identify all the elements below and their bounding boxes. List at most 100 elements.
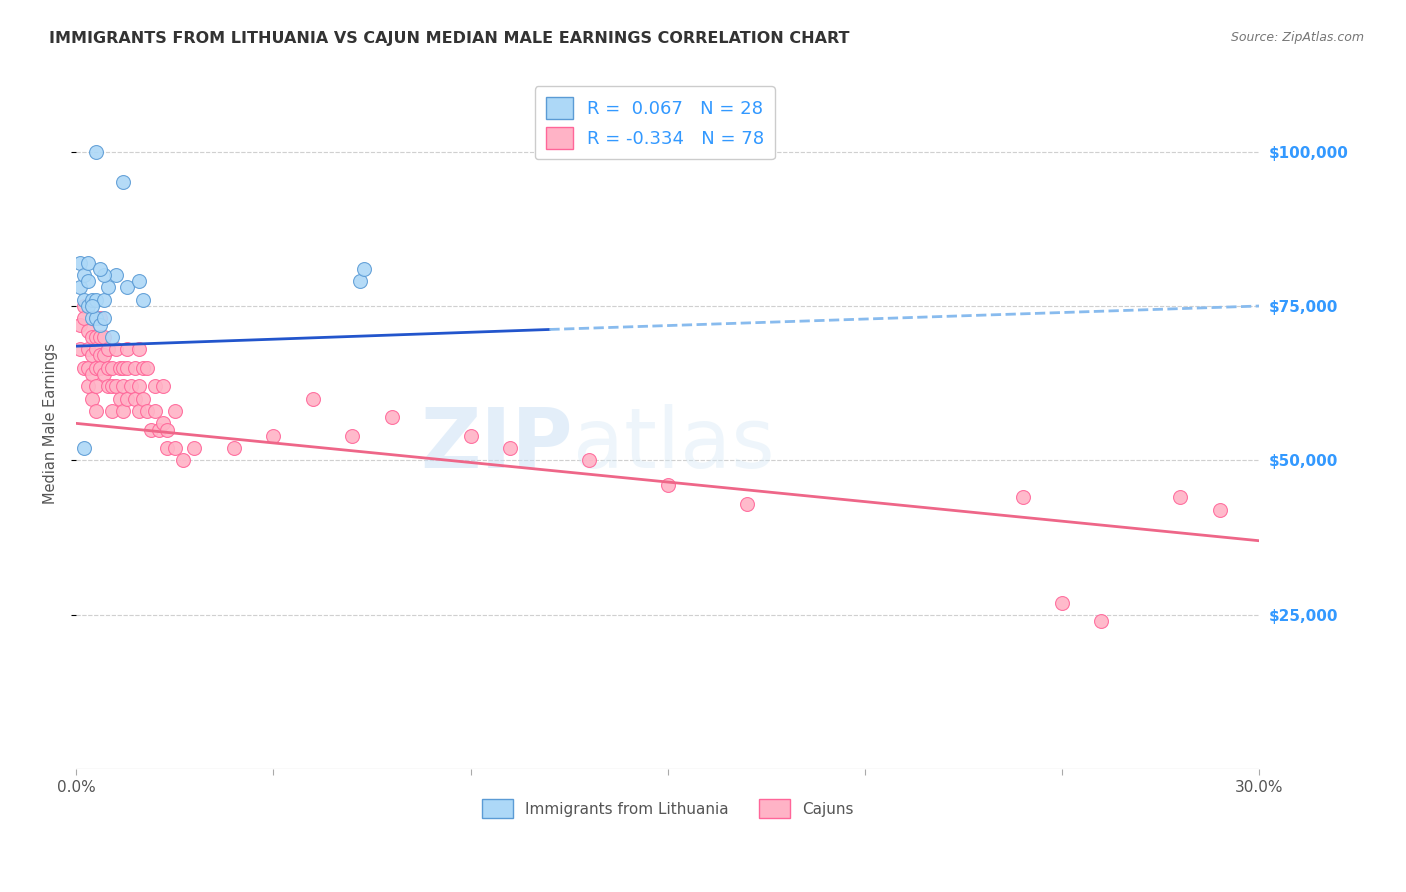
Point (100, 360, 122, 375)
Point (80, 367, 103, 381)
Point (222, 441, 245, 455)
Text: atlas: atlas (574, 403, 775, 484)
Point (93, 348, 115, 362)
Point (112, 404, 135, 418)
Point (80, 311, 103, 326)
Point (156, 441, 179, 455)
Point (73, 311, 96, 326)
Point (112, 360, 135, 375)
Point (128, 343, 150, 357)
Point (77, 274, 100, 288)
Point (100, 330, 122, 344)
Point (97, 280, 120, 294)
Y-axis label: Median Male Earnings: Median Male Earnings (44, 343, 58, 504)
Point (124, 360, 146, 375)
Point (342, 428, 364, 442)
Point (152, 379, 174, 393)
Point (89, 330, 111, 344)
Point (84, 145, 107, 159)
Point (93, 293, 115, 307)
Point (93, 311, 115, 326)
Point (73, 293, 96, 307)
Legend: Immigrants from Lithuania, Cajuns: Immigrants from Lithuania, Cajuns (477, 793, 859, 824)
Point (84, 360, 107, 375)
Point (84, 404, 107, 418)
Point (499, 441, 522, 455)
Point (156, 423, 179, 437)
Text: Source: ZipAtlas.com: Source: ZipAtlas.com (1230, 31, 1364, 45)
Point (77, 256, 100, 270)
Point (77, 324, 100, 338)
Point (80, 330, 103, 344)
Point (80, 348, 103, 362)
Point (657, 478, 679, 492)
Point (97, 343, 120, 357)
Point (69, 343, 91, 357)
Point (73, 441, 96, 455)
Point (132, 293, 155, 307)
Point (128, 404, 150, 418)
Point (93, 268, 115, 282)
Text: IMMIGRANTS FROM LITHUANIA VS CAJUN MEDIAN MALE EARNINGS CORRELATION CHART: IMMIGRANTS FROM LITHUANIA VS CAJUN MEDIA… (49, 31, 849, 46)
Point (128, 379, 150, 393)
Point (1090, 614, 1112, 628)
Point (104, 343, 127, 357)
Point (69, 256, 91, 270)
Point (1209, 503, 1232, 517)
Point (89, 318, 111, 332)
Point (80, 392, 103, 406)
Point (262, 428, 284, 442)
Point (80, 293, 103, 307)
Point (117, 360, 139, 375)
Point (381, 410, 404, 425)
Point (163, 441, 186, 455)
Point (132, 360, 155, 375)
Point (84, 379, 107, 393)
Point (139, 423, 162, 437)
Point (349, 274, 371, 288)
Point (97, 360, 120, 375)
Point (108, 392, 131, 406)
Point (93, 330, 115, 344)
Point (89, 261, 111, 276)
Point (73, 268, 96, 282)
Point (93, 367, 115, 381)
Point (735, 497, 758, 511)
Point (136, 360, 159, 375)
Text: ZIP: ZIP (420, 403, 574, 484)
Point (578, 453, 600, 467)
Point (108, 360, 131, 375)
Point (183, 441, 205, 455)
Point (152, 417, 174, 431)
Point (132, 392, 155, 406)
Point (77, 360, 100, 375)
Point (1170, 491, 1192, 505)
Point (353, 261, 375, 276)
Point (460, 428, 482, 442)
Point (104, 379, 127, 393)
Point (73, 360, 96, 375)
Point (172, 453, 194, 467)
Point (89, 311, 111, 326)
Point (117, 392, 139, 406)
Point (148, 423, 170, 437)
Point (301, 392, 323, 406)
Point (89, 348, 111, 362)
Point (143, 379, 166, 393)
Point (89, 360, 111, 375)
Point (117, 280, 139, 294)
Point (128, 274, 150, 288)
Point (143, 404, 166, 418)
Point (77, 299, 100, 313)
Point (77, 343, 100, 357)
Point (84, 311, 107, 326)
Point (1011, 491, 1033, 505)
Point (100, 379, 122, 393)
Point (84, 330, 107, 344)
Point (100, 404, 122, 418)
Point (84, 293, 107, 307)
Point (80, 299, 103, 313)
Point (84, 343, 107, 357)
Point (69, 280, 91, 294)
Point (136, 404, 159, 418)
